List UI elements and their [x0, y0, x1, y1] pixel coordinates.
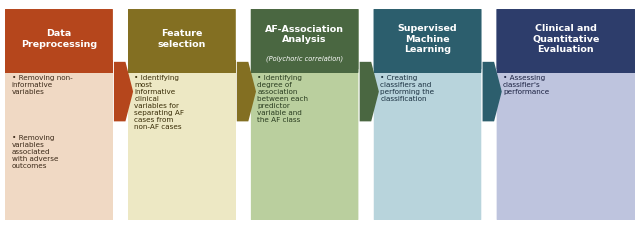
Bar — [497, 60, 635, 69]
Bar — [128, 67, 236, 73]
Bar — [128, 60, 236, 69]
Polygon shape — [360, 62, 379, 121]
Bar — [251, 67, 358, 73]
Text: • Removing
variables
associated
with adverse
outcomes: • Removing variables associated with adv… — [12, 135, 58, 169]
Bar — [5, 60, 113, 220]
Bar — [5, 67, 113, 73]
FancyBboxPatch shape — [128, 9, 236, 73]
FancyBboxPatch shape — [497, 9, 635, 73]
Bar — [251, 60, 358, 220]
Bar — [374, 60, 481, 220]
FancyBboxPatch shape — [128, 9, 236, 220]
FancyBboxPatch shape — [251, 9, 358, 73]
FancyBboxPatch shape — [128, 9, 236, 69]
FancyBboxPatch shape — [374, 9, 481, 69]
Bar — [374, 60, 481, 69]
Text: (Polychoric correlation): (Polychoric correlation) — [266, 55, 343, 62]
Text: • Identifying
degree of
association
between each
predictor
variable and
the AF c: • Identifying degree of association betw… — [257, 75, 308, 123]
Text: • Removing non-
informative
variables: • Removing non- informative variables — [12, 75, 72, 95]
Text: • Assessing
classifier's
performance: • Assessing classifier's performance — [503, 75, 549, 95]
FancyBboxPatch shape — [374, 9, 481, 73]
Text: Supervised
Machine
Learning: Supervised Machine Learning — [397, 24, 458, 55]
Bar — [497, 67, 635, 73]
Text: Clinical and
Quantitative
Evaluation: Clinical and Quantitative Evaluation — [532, 24, 600, 55]
Polygon shape — [114, 62, 133, 121]
Bar — [251, 60, 358, 69]
Bar — [128, 60, 236, 220]
FancyBboxPatch shape — [497, 9, 635, 220]
FancyBboxPatch shape — [5, 9, 113, 69]
Bar — [497, 60, 635, 220]
Bar — [5, 60, 113, 69]
Polygon shape — [237, 62, 256, 121]
FancyBboxPatch shape — [374, 9, 481, 220]
FancyBboxPatch shape — [251, 9, 358, 69]
FancyBboxPatch shape — [251, 9, 358, 220]
FancyBboxPatch shape — [5, 9, 113, 73]
Polygon shape — [483, 62, 502, 121]
Text: • Identifying
most
informative
clinical
variables for
separating AF
cases from
n: • Identifying most informative clinical … — [134, 75, 184, 130]
Text: Data
Preprocessing: Data Preprocessing — [21, 29, 97, 49]
Text: Feature
selection: Feature selection — [157, 29, 206, 49]
Bar — [374, 67, 481, 73]
Text: • Creating
classifiers and
performing the
classification: • Creating classifiers and performing th… — [380, 75, 435, 102]
FancyBboxPatch shape — [497, 9, 635, 69]
FancyBboxPatch shape — [5, 9, 113, 220]
Text: AF-Association
Analysis: AF-Association Analysis — [265, 25, 344, 44]
